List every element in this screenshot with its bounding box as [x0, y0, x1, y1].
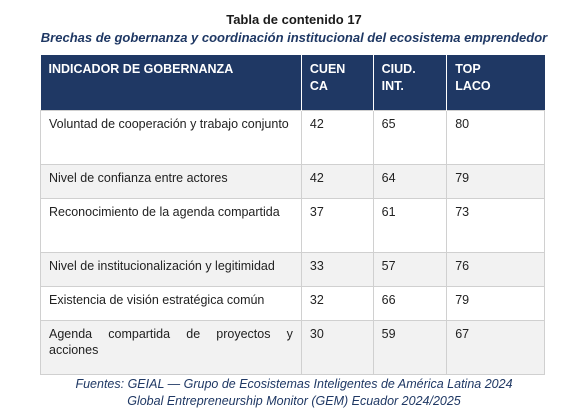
value-cell: 57	[372, 252, 448, 287]
table-row: Existencia de visión estratégica común 32…	[40, 286, 545, 321]
indicator-cell: Existencia de visión estratégica común	[40, 286, 302, 321]
indicator-cell: Nivel de confianza entre actores	[40, 164, 302, 199]
column-header-text: CUENCA	[309, 62, 346, 93]
value-cell: 32	[300, 286, 374, 321]
value-cell: 67	[446, 320, 545, 375]
value-cell: 79	[446, 286, 545, 321]
table-row: Nivel de institucionalización y legitimi…	[40, 252, 545, 287]
value-cell: 80	[446, 110, 545, 165]
indicator-cell: Reconocimiento de la agenda compartida	[40, 198, 302, 253]
value-cell: 73	[446, 198, 545, 253]
column-header: CUENCA	[301, 55, 374, 111]
value-cell: 76	[446, 252, 545, 287]
table-row: Nivel de confianza entre actores 42 64 79	[40, 164, 545, 199]
column-header: CIUD. INT.	[373, 55, 448, 111]
indicator-cell: Agenda compartida de proyectos y accione…	[40, 320, 302, 375]
column-header-text: INDICADOR DE GOBERNANZA	[48, 62, 234, 76]
column-header-text: CIUD. INT.	[381, 62, 416, 93]
table-row: Agenda compartida de proyectos y accione…	[40, 320, 545, 375]
table-body: Voluntad de cooperación y trabajo conjun…	[40, 110, 545, 375]
value-cell: 79	[446, 164, 545, 199]
value-cell: 64	[372, 164, 448, 199]
table-title: Tabla de contenido 17	[226, 12, 362, 27]
table-row: Reconocimiento de la agenda compartida 37…	[40, 198, 545, 253]
value-cell: 37	[300, 198, 374, 253]
value-cell: 66	[372, 286, 448, 321]
indicator-cell: Nivel de institucionalización y legitimi…	[40, 252, 302, 287]
source-note: Global Entrepreneurship Monitor (GEM) Ec…	[127, 394, 461, 408]
value-cell: 61	[372, 198, 448, 253]
value-cell: 59	[372, 320, 448, 375]
value-cell: 42	[300, 164, 374, 199]
table-subtitle: Brechas de gobernanza y coordinación ins…	[40, 30, 548, 45]
value-cell: 42	[300, 110, 374, 165]
value-cell: 33	[300, 252, 374, 287]
column-header-text: TOP LACO	[455, 62, 491, 93]
indicator-cell: Voluntad de cooperación y trabajo conjun…	[40, 110, 302, 165]
governance-table: INDICADOR DE GOBERNANZA CUENCA CIUD. INT. T…	[40, 55, 545, 375]
value-cell: 30	[300, 320, 374, 375]
header-row: INDICADOR DE GOBERNANZA CUENCA CIUD. INT. T…	[40, 55, 545, 111]
value-cell: 65	[372, 110, 448, 165]
column-header: INDICADOR DE GOBERNANZA	[40, 55, 302, 111]
column-header: TOP LACO	[446, 55, 545, 111]
source-note: Fuentes: GEIAL — Grupo de Ecosistemas In…	[75, 377, 513, 391]
table-row: Voluntad de cooperación y trabajo conjun…	[40, 110, 545, 165]
